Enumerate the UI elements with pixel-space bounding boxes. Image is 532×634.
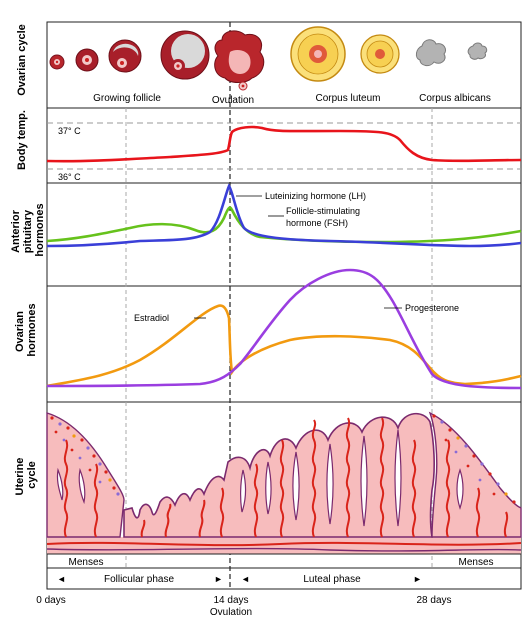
corpus-luteum-icon: [290, 26, 346, 82]
row-label-anterior-pituitary: Anterior pituitary hormones: [10, 203, 46, 256]
row-label-uterine-line2: cycle: [26, 461, 38, 489]
ovarian-illustrations: Growing follicle Ovulation Corpus luteum…: [49, 26, 491, 106]
row-label-ovarian-hormones-line2: hormones: [26, 303, 38, 356]
panel-body-temp: [46, 107, 522, 184]
day-14-label: 14 days: [213, 595, 248, 606]
row-labels: Ovarian cycle Body temp. Anterior pituit…: [10, 24, 46, 495]
uterine-illustration: Menses Menses ◄ Follicular phase ► ◄ Lut…: [46, 411, 522, 585]
fsh-label: Follicle-stimulating hormone (FSH): [286, 206, 363, 228]
menses-shed-right: [428, 411, 522, 538]
day-axis: 0 days 14 days Ovulation 28 days: [36, 595, 451, 618]
follicular-arrow-left: ◄: [57, 574, 66, 584]
stage-label-corpus-luteum: Corpus luteum: [315, 93, 380, 104]
day-28-label: 28 days: [416, 595, 451, 606]
estradiol-label: Estradiol: [134, 313, 169, 323]
day-0-label: 0 days: [36, 595, 65, 606]
lh-curve: [46, 183, 522, 248]
row-label-anterior-pituitary-line1: Anterior: [10, 209, 22, 253]
row-label-uterine-cycle: Uterine cycle: [14, 455, 38, 496]
temp-label-36: 36° C: [58, 172, 81, 182]
progesterone-curve: [46, 268, 522, 390]
follicle-1-icon: [49, 54, 65, 70]
basal-vessel: [46, 541, 522, 547]
progesterone-label: Progesterone: [405, 303, 459, 313]
endometrium-functional-layer: [123, 412, 435, 538]
fsh-curve: [46, 206, 522, 244]
regressing-corpus-luteum-icon: [360, 34, 400, 74]
luteal-arrow-left: ◄: [241, 574, 250, 584]
luteal-arrow-right: ►: [413, 574, 422, 584]
ovarian-hormones-chart: Estradiol Progesterone: [46, 268, 522, 390]
menses-blood-dots-left: [50, 416, 120, 496]
row-label-uterine-line1: Uterine: [14, 458, 26, 496]
luteal-phase-label: Luteal phase: [303, 574, 361, 585]
follicular-phase-label: Follicular phase: [104, 574, 174, 585]
row-label-ovarian-hormones-line1: Ovarian: [14, 311, 26, 352]
temp-label-37: 37° C: [58, 126, 81, 136]
follicle-3-icon: [108, 39, 142, 73]
fsh-label-line1: Follicle-stimulating: [286, 206, 360, 216]
row-label-body-temp: Body temp.: [16, 110, 28, 170]
follicular-arrow-right: ►: [214, 574, 223, 584]
row-label-anterior-pituitary-line2: pituitary: [22, 209, 34, 253]
day-14-ovulation-label: Ovulation: [210, 607, 252, 618]
follicle-4-icon: [160, 30, 210, 80]
spiral-arteries: [63, 417, 509, 538]
stage-label-corpus-albicans: Corpus albicans: [419, 93, 491, 104]
menses-left-label: Menses: [68, 557, 103, 568]
uterine-glands: [56, 429, 464, 527]
menses-right-label: Menses: [458, 557, 493, 568]
stage-label-ovulation: Ovulation: [212, 95, 254, 106]
temperature-curve: [46, 125, 522, 163]
row-label-ovarian-hormones: Ovarian hormones: [14, 303, 38, 356]
body-temp-chart: 37° C 36° C: [46, 122, 522, 182]
pituitary-chart: Luteinizing hormone (LH) Follicle-stimul…: [46, 183, 522, 248]
lh-label: Luteinizing hormone (LH): [265, 191, 366, 201]
corpus-albicans-icon: [415, 39, 488, 67]
row-label-ovarian-cycle: Ovarian cycle: [16, 24, 28, 96]
row-label-anterior-pituitary-line3: hormones: [34, 203, 46, 256]
estradiol-curve: [46, 304, 522, 388]
fsh-label-line2: hormone (FSH): [286, 218, 348, 228]
ruptured-follicle-icon: [214, 30, 265, 91]
menses-blood-dots-right: [432, 414, 516, 504]
stage-label-growing-follicle: Growing follicle: [93, 93, 161, 104]
follicle-2-icon: [75, 48, 99, 72]
basal-vessel-2: [46, 547, 522, 552]
